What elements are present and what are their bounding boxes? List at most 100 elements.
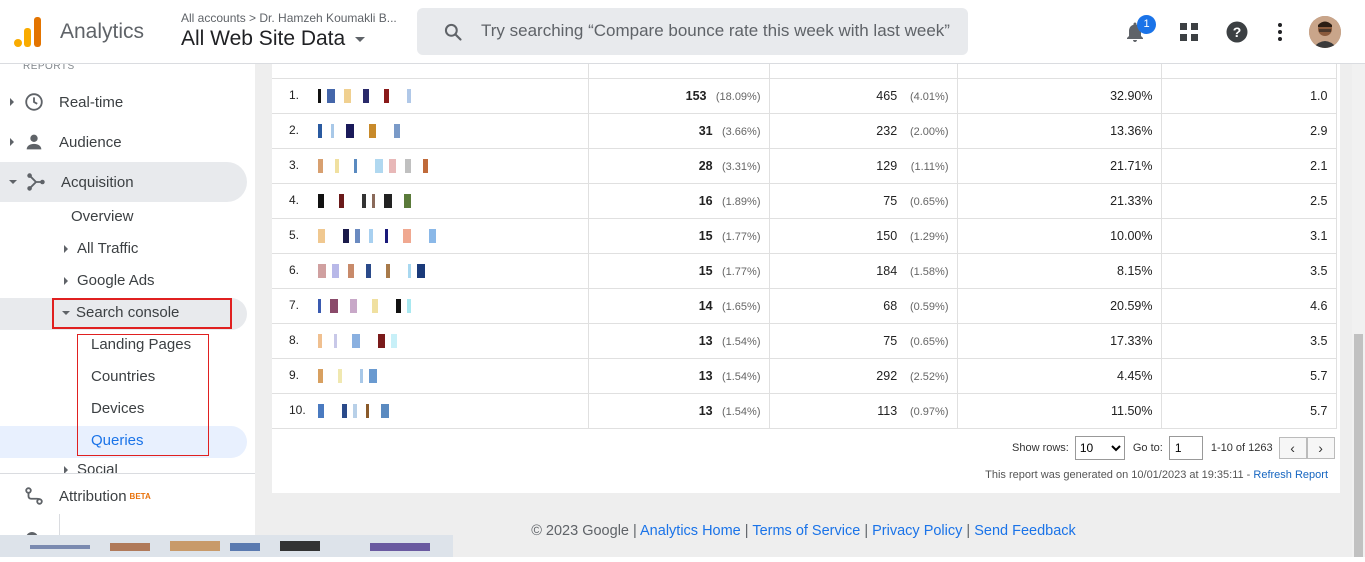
terms-link[interactable]: Terms of Service (752, 523, 861, 539)
row-query-cell[interactable]: 9. (272, 358, 588, 394)
row-query-cell[interactable]: 3. (272, 148, 588, 184)
page-scrollbar[interactable] (1352, 64, 1365, 557)
table-row[interactable]: 3. 28 (3.31%) 129 (1.11%) 21.71% 2.1 (272, 148, 1337, 184)
redacted-query-text[interactable] (318, 158, 443, 173)
show-rows-select[interactable]: 10 (1074, 436, 1125, 460)
user-avatar[interactable] (1309, 16, 1341, 48)
nav-all-traffic[interactable]: All Traffic (64, 240, 138, 257)
table-row[interactable]: 5. 15 (1.77%) 150 (1.29%) 10.00% 3.1 (272, 218, 1337, 254)
acquisition-icon (27, 173, 45, 191)
table-row[interactable]: 10. 13 (1.54%) 113 (0.97%) 11.50% 5.7 (272, 393, 1337, 429)
nav-queries[interactable]: Queries (91, 432, 144, 449)
ctr-cell: 10.00% (956, 218, 1161, 254)
position-value: 2.1 (1310, 158, 1328, 173)
nav-countries[interactable]: Countries (91, 368, 156, 385)
notification-count-badge: 1 (1137, 15, 1156, 34)
search-input[interactable] (481, 18, 961, 44)
position-value: 3.5 (1310, 333, 1328, 348)
search-icon (444, 23, 462, 41)
table-row[interactable]: 1. 153 (18.09%) 465 (4.01%) 32.90% 1.0 (272, 78, 1337, 114)
clicks-percent: (1.77%) (721, 265, 761, 278)
nav-label-realtime: Real-time (59, 93, 124, 111)
row-query-cell[interactable]: 2. (272, 113, 588, 149)
redacted-query-text[interactable] (318, 263, 434, 278)
analytics-home-link[interactable]: Analytics Home (640, 523, 741, 539)
nav-overview[interactable]: Overview (71, 208, 134, 225)
clicks-cell: 13 (1.54%) (587, 393, 769, 429)
row-range: 1-10 of 1263 (1210, 442, 1273, 454)
clicks-cell: 14 (1.65%) (587, 288, 769, 324)
redacted-query-text[interactable] (318, 368, 386, 383)
nav-google-ads[interactable]: Google Ads (64, 272, 155, 289)
nav-realtime[interactable]: Real-time (10, 82, 123, 122)
analytics-logo-icon[interactable] (14, 17, 42, 47)
expand-arrow-icon (10, 98, 14, 106)
blurred-taskbar-image (30, 541, 430, 551)
row-query-cell[interactable]: 1. (272, 78, 588, 114)
nav-audience[interactable]: Audience (10, 122, 122, 162)
impressions-value: 129 (876, 158, 898, 173)
row-query-cell[interactable]: 7. (272, 288, 588, 324)
help-icon[interactable]: ? (1225, 20, 1249, 44)
ctr-value: 4.45% (1117, 368, 1153, 383)
nav-landing-pages[interactable]: Landing Pages (91, 336, 192, 353)
table-row[interactable]: 9. 13 (1.54%) 292 (2.52%) 4.45% 5.7 (272, 358, 1337, 394)
row-query-cell[interactable]: 5. (272, 218, 588, 254)
table-row[interactable]: 8. 13 (1.54%) 75 (0.65%) 17.33% 3.5 (272, 323, 1337, 359)
table-row[interactable]: 2. 31 (3.66%) 232 (2.00%) 13.36% 2.9 (272, 113, 1337, 149)
table-row[interactable]: 6. 15 (1.77%) 184 (1.58%) 8.15% 3.5 (272, 253, 1337, 289)
scrollbar-thumb[interactable] (1354, 334, 1363, 557)
app-name[interactable]: Analytics (60, 20, 145, 43)
impressions-cell: 232 (2.00%) (768, 113, 957, 149)
impressions-percent: (1.29%) (909, 230, 949, 243)
row-query-cell[interactable]: 8. (272, 323, 588, 359)
goto-label: Go to: (1132, 442, 1163, 454)
row-index: 7. (289, 298, 300, 313)
row-query-cell[interactable]: 10. (272, 393, 588, 429)
clicks-percent: (1.54%) (721, 335, 761, 348)
search-bar[interactable] (417, 8, 968, 55)
nav-acquisition[interactable]: Acquisition (9, 162, 134, 202)
ctr-value: 11.50% (1111, 403, 1153, 418)
nav-attribution[interactable]: Attribution BETA (23, 476, 151, 516)
row-query-cell[interactable]: 6. (272, 253, 588, 289)
nav-devices[interactable]: Devices (91, 400, 145, 417)
table-row[interactable]: 7. 14 (1.65%) 68 (0.59%) 20.59% 4.6 (272, 288, 1337, 324)
ctr-cell: 21.71% (956, 148, 1161, 184)
impressions-value: 150 (876, 228, 898, 243)
redacted-query-text[interactable] (318, 123, 406, 138)
more-vert-icon[interactable] (1268, 20, 1292, 44)
view-selector[interactable]: All Web Site Data (181, 27, 366, 51)
redacted-query-text[interactable] (318, 228, 442, 243)
prev-page-button[interactable]: ‹ (1278, 437, 1307, 459)
nav-label-audience: Audience (59, 133, 122, 151)
clicks-cell: 13 (1.54%) (587, 323, 769, 359)
reports-section-label: REPORTS (23, 61, 75, 72)
redacted-query-text[interactable] (318, 403, 404, 418)
clicks-percent: (18.09%) (715, 90, 761, 103)
collapse-arrow-icon (62, 310, 70, 315)
table-row[interactable]: 4. 16 (1.89%) 75 (0.65%) 21.33% 2.5 (272, 183, 1337, 219)
redacted-query-text[interactable] (318, 298, 420, 313)
apps-grid-icon[interactable] (1177, 20, 1201, 44)
privacy-link[interactable]: Privacy Policy (872, 523, 963, 539)
goto-input[interactable] (1168, 436, 1203, 460)
next-page-button[interactable]: › (1306, 437, 1335, 459)
redacted-query-text[interactable] (318, 88, 417, 103)
ctr-value: 17.33% (1110, 333, 1153, 348)
nav-social[interactable]: Social (64, 464, 118, 475)
clicks-value: 14 (698, 298, 713, 313)
refresh-report-link[interactable]: Refresh Report (1253, 469, 1328, 481)
feedback-link[interactable]: Send Feedback (974, 523, 1076, 539)
account-breadcrumb[interactable]: All accounts > Dr. Hamzeh Koumakli B... (181, 11, 397, 25)
impressions-percent: (2.00%) (909, 125, 949, 138)
nav-search-console[interactable]: Search console (62, 304, 179, 321)
impressions-value: 75 (883, 333, 898, 348)
person-icon (26, 134, 42, 150)
redacted-query-text[interactable] (318, 193, 426, 208)
page-footer: © 2023 Google | Analytics Home | Terms o… (255, 523, 1352, 539)
row-index: 9. (289, 368, 300, 383)
row-query-cell[interactable]: 4. (272, 183, 588, 219)
redacted-query-text[interactable] (318, 333, 406, 348)
impressions-value: 113 (877, 403, 898, 418)
